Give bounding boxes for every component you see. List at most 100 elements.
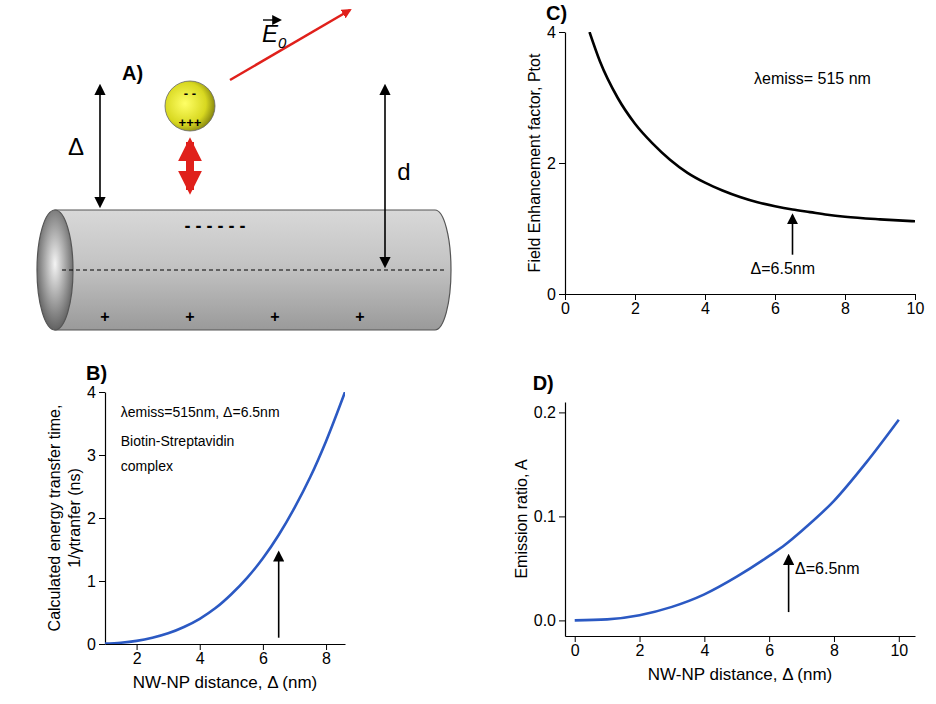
- x-tick: 4: [196, 644, 205, 667]
- curve: [105, 392, 345, 644]
- annotation: λemiss=515nm, Δ=6.5nm: [121, 404, 280, 420]
- x-tick-label: 2: [636, 642, 645, 659]
- distance-label: d: [397, 158, 410, 185]
- x-tick-mark: [635, 294, 636, 300]
- x-tick-label: 2: [133, 650, 142, 667]
- y-tick-label: 0.1: [534, 508, 556, 525]
- y-tick-label: 0: [87, 636, 96, 653]
- y-tick-mark: [99, 518, 105, 519]
- gap-label: Δ: [68, 133, 84, 160]
- x-tick: 2: [133, 644, 142, 667]
- nanowire: [55, 210, 451, 330]
- bottom-charge: +: [100, 308, 109, 325]
- x-tick-label: 4: [196, 650, 205, 667]
- y-tick-mark: [99, 644, 105, 645]
- x-tick-mark: [565, 294, 566, 300]
- chart-panel: 246801234NW-NP distance, Δ (nm)Calculate…: [46, 362, 346, 692]
- x-tick-mark: [704, 636, 705, 642]
- y-tick-mark: [559, 32, 565, 33]
- panel-label: C): [546, 2, 567, 24]
- y-tick-mark: [99, 392, 105, 393]
- x-tick-mark: [200, 644, 201, 650]
- x-tick-mark: [899, 636, 900, 642]
- annotation: Biotin-Streptavidin: [121, 433, 235, 449]
- annotation: complex: [121, 458, 173, 474]
- y-axis: 024: [547, 24, 565, 303]
- y-tick: 4: [547, 24, 565, 41]
- field-subscript: 0: [278, 34, 287, 51]
- x-tick: 8: [830, 636, 839, 659]
- x-axis: 0 2 4 6 8 10: [566, 636, 916, 659]
- x-tick-label: 2: [631, 300, 640, 317]
- y-axis-title: 1/γtranfer (ns): [66, 468, 83, 568]
- x-tick-mark: [640, 636, 641, 642]
- y-tick-mark: [559, 620, 565, 621]
- coupling-arrow: [186, 142, 194, 190]
- x-tick-label: 4: [700, 642, 709, 659]
- y-tick-mark: [559, 163, 565, 164]
- y-tick: 0: [547, 286, 565, 303]
- x-tick-label: 6: [765, 642, 774, 659]
- x-tick-label: 0: [571, 642, 580, 659]
- y-tick-label: 4: [87, 384, 96, 401]
- y-tick: 0.2: [534, 404, 565, 421]
- x-tick: 6: [765, 636, 774, 659]
- x-axis-line: [566, 294, 916, 295]
- x-tick: 10: [907, 294, 925, 317]
- x-tick-mark: [575, 636, 576, 642]
- y-tick: 1: [87, 573, 105, 590]
- axis-line: [62, 270, 445, 271]
- bottom-charge: +: [270, 308, 279, 325]
- y-tick: 0.0: [534, 612, 565, 629]
- x-tick-mark: [834, 636, 835, 642]
- x-tick-label: 10: [890, 642, 908, 659]
- y-tick-label: 0: [547, 286, 556, 303]
- y-tick: 0: [87, 636, 105, 653]
- y-tick: 4: [87, 384, 105, 401]
- y-tick-label: 0.2: [534, 404, 556, 421]
- field-arrow: [230, 10, 350, 80]
- x-tick: 0: [561, 294, 570, 317]
- y-tick-label: 0.0: [534, 612, 556, 629]
- y-tick: 3: [87, 447, 105, 464]
- y-axis-title: Field Enhancement factor, Ptot: [526, 53, 543, 272]
- x-tick: 4: [700, 636, 709, 659]
- y-tick: 2: [87, 510, 105, 527]
- y-axis: 0.0 0.1 0.2: [534, 403, 566, 637]
- x-tick-mark: [845, 294, 846, 300]
- x-tick-label: 10: [907, 300, 925, 317]
- x-tick-mark: [326, 644, 327, 650]
- panel-label: D): [533, 372, 554, 394]
- y-axis-title: Calculated energy transfer time,: [46, 405, 63, 632]
- y-tick-mark: [99, 455, 105, 456]
- x-tick-label: 6: [259, 650, 268, 667]
- nanoparticle: [165, 81, 215, 131]
- nanowire-end: [37, 210, 73, 330]
- x-tick: 4: [701, 294, 710, 317]
- x-tick: 2: [636, 636, 645, 659]
- x-tick: 2: [631, 294, 640, 317]
- x-axis-line: [566, 636, 916, 637]
- x-tick: 6: [771, 294, 780, 317]
- curve: [575, 420, 899, 621]
- gap-arrow: [99, 86, 101, 206]
- x-tick-label: 6: [771, 300, 780, 317]
- y-tick-label: 4: [547, 24, 556, 41]
- pointer-arrow: [278, 553, 280, 638]
- x-axis: 0246810: [561, 294, 924, 317]
- x-tick-label: 8: [830, 642, 839, 659]
- pointer-arrow: [792, 215, 794, 254]
- annotation: λemiss= 515 nm: [754, 70, 871, 87]
- chart-panel: 02468100.00.10.2NW-NP distance, Δ (nm)Em…: [513, 372, 916, 684]
- diagram: A)- - - - - -++++- -+++ΔdE0: [37, 10, 451, 330]
- x-tick: 8: [322, 644, 331, 667]
- panel-label: B): [86, 362, 107, 384]
- surface-charges: - - - - - -: [185, 216, 246, 236]
- y-axis-line: [105, 393, 106, 645]
- curve: [590, 32, 916, 221]
- y-tick-mark: [99, 581, 105, 582]
- x-tick-mark: [769, 636, 770, 642]
- x-tick-mark: [775, 294, 776, 300]
- plot-marks: [575, 420, 899, 621]
- plot-marks: [590, 32, 916, 255]
